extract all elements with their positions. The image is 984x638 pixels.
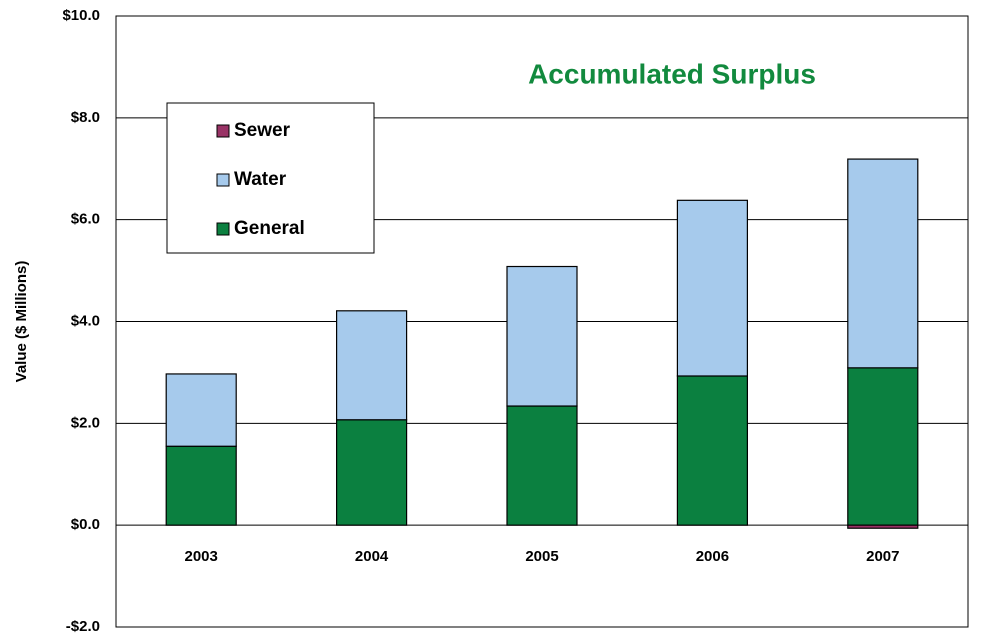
plot-border xyxy=(115,15,969,628)
y-tick-label: -$2.0 xyxy=(66,618,100,635)
bar-segment xyxy=(336,310,408,421)
legend: Sewer Water General xyxy=(166,102,375,254)
x-tick-label: 2007 xyxy=(866,548,899,565)
x-tick-label: 2004 xyxy=(355,548,389,565)
y-tick-label: $0.0 xyxy=(71,516,100,533)
bar-segment xyxy=(847,367,919,526)
legend-swatch xyxy=(216,173,230,187)
bar-segment xyxy=(336,419,408,526)
legend-label: General xyxy=(234,218,305,239)
y-tick-label: $6.0 xyxy=(71,211,100,228)
x-tick-label: 2003 xyxy=(185,548,218,565)
bar-segment xyxy=(165,445,237,526)
y-tick-label: $10.0 xyxy=(62,7,100,24)
legend-swatch xyxy=(216,222,230,236)
y-tick-label: $2.0 xyxy=(71,414,100,431)
bar-segment xyxy=(676,375,749,526)
x-tick-label: 2005 xyxy=(525,548,558,565)
y-axis-label: Value ($ Millions) xyxy=(13,261,30,383)
bar-segment xyxy=(165,373,237,447)
x-tick-label: 2006 xyxy=(696,548,729,565)
bar-segment xyxy=(847,524,919,529)
chart-title: Accumulated Surplus xyxy=(528,58,816,89)
legend-swatch xyxy=(216,124,230,138)
bar-segment xyxy=(506,405,578,526)
bar-segment xyxy=(676,199,749,377)
legend-label: Sewer xyxy=(234,120,291,141)
legend-box xyxy=(166,102,375,254)
y-tick-label: $8.0 xyxy=(71,109,100,126)
legend-label: Water xyxy=(234,169,287,190)
y-tick-label: $4.0 xyxy=(71,312,100,329)
bar-segment xyxy=(506,265,578,407)
bar-segment xyxy=(847,158,919,369)
